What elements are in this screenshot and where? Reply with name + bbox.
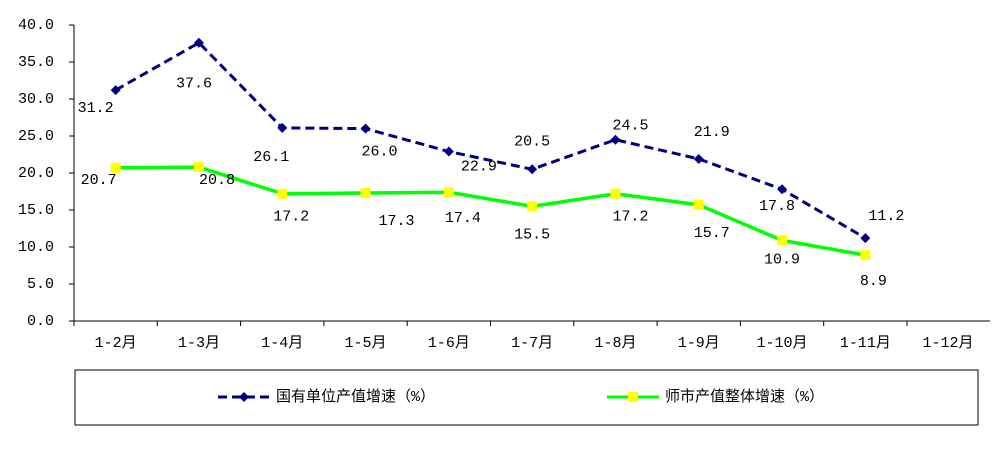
y-tick-label: 25.0 [18,128,54,145]
point [527,164,538,175]
data-label: 15.5 [514,226,550,243]
data-label: 37.6 [176,76,212,93]
x-tick-label: 1-2月 [95,335,137,352]
x-tick-label: 1-5月 [345,335,387,352]
point [860,233,871,244]
legend-label: 师市产值整体增速（%） [665,388,824,406]
point [610,188,621,199]
data-label: 31.2 [78,100,114,117]
point [443,146,454,157]
point [277,188,288,199]
data-label: 24.5 [612,118,648,135]
y-tick-label: 15.0 [18,202,54,219]
point [193,162,204,173]
y-tick-label: 30.0 [18,91,54,108]
data-label: 17.3 [379,213,415,230]
y-tick-label: 5.0 [27,276,54,293]
x-tick-label: 1-4月 [261,335,303,352]
x-tick-label: 1-3月 [178,335,220,352]
series-line [115,165,866,257]
point [193,37,204,48]
x-tick-label: 1-6月 [428,335,470,352]
y-tick-label: 20.0 [18,165,54,182]
data-label: 11.2 [868,208,904,225]
legend-box [74,369,979,426]
data-label: 15.7 [694,225,730,242]
y-tick-label: 10.0 [18,239,54,256]
x-tick-label: 1-11月 [840,335,891,352]
data-label: 17.2 [612,209,648,226]
data-label: 10.9 [764,251,800,268]
data-label: 20.5 [514,133,550,150]
point [777,184,788,195]
point [360,187,371,198]
legend-marker [239,392,249,402]
point [443,187,454,198]
data-label: 22.9 [461,159,497,176]
point [110,162,121,173]
series-line [114,40,867,240]
data-label: 8.9 [860,273,887,290]
point [110,85,121,96]
legend-marker [628,392,638,402]
x-tick-label: 1-10月 [757,335,808,352]
data-label: 26.1 [253,149,289,166]
legend-label: 国有单位产值增速（%） [276,388,435,406]
y-tick-label: 40.0 [18,17,54,34]
point [360,123,371,134]
point [860,250,871,261]
x-tick-label: 1-12月 [922,335,973,352]
point [693,199,704,210]
data-label: 21.9 [694,124,730,141]
x-tick-label: 1-8月 [594,335,636,352]
y-tick-label: 0.0 [27,313,54,330]
point [610,134,621,145]
point [527,201,538,212]
x-tick-label: 1-7月 [511,335,553,352]
x-tick-label: 1-9月 [678,335,720,352]
data-label: 26.0 [362,144,398,161]
data-label: 20.7 [81,172,117,189]
data-label: 20.8 [199,172,235,189]
point [277,122,288,133]
data-label: 17.4 [445,210,481,227]
point [693,153,704,164]
point [777,235,788,246]
data-label: 17.8 [759,198,795,215]
data-label: 17.2 [273,209,309,226]
y-tick-label: 35.0 [18,54,54,71]
